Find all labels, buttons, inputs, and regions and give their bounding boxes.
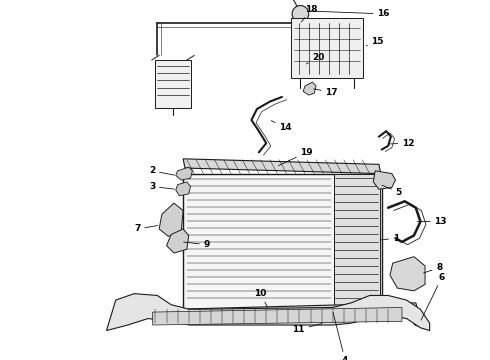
Polygon shape — [139, 303, 417, 317]
Text: 10: 10 — [254, 289, 268, 307]
Text: 5: 5 — [382, 185, 402, 197]
Polygon shape — [176, 182, 191, 196]
Text: 3: 3 — [149, 182, 174, 191]
Text: 4: 4 — [333, 312, 348, 360]
Text: 17: 17 — [314, 88, 338, 97]
Polygon shape — [183, 174, 382, 310]
Polygon shape — [373, 171, 395, 189]
Polygon shape — [176, 167, 193, 180]
Text: 2: 2 — [149, 166, 174, 175]
Text: 1: 1 — [380, 234, 399, 243]
Circle shape — [292, 5, 309, 22]
Text: 8: 8 — [423, 263, 442, 273]
Text: 13: 13 — [417, 217, 447, 226]
Polygon shape — [159, 203, 183, 237]
Polygon shape — [167, 229, 189, 253]
Text: 11: 11 — [293, 324, 322, 334]
Text: 6: 6 — [421, 273, 445, 320]
Polygon shape — [303, 82, 316, 95]
Polygon shape — [291, 18, 363, 78]
Text: 9: 9 — [184, 240, 210, 249]
Circle shape — [319, 302, 334, 317]
Text: 16: 16 — [311, 9, 390, 18]
Polygon shape — [155, 60, 191, 108]
Text: 19: 19 — [279, 148, 313, 166]
Polygon shape — [390, 257, 425, 291]
Text: 15: 15 — [367, 37, 384, 46]
Polygon shape — [153, 307, 402, 325]
Polygon shape — [183, 159, 381, 174]
Text: 18: 18 — [301, 5, 318, 22]
Polygon shape — [106, 294, 430, 330]
Circle shape — [322, 306, 330, 313]
Text: 7: 7 — [134, 225, 158, 234]
Polygon shape — [334, 174, 380, 310]
Text: 12: 12 — [390, 139, 415, 148]
Circle shape — [413, 317, 422, 326]
Text: 20: 20 — [306, 53, 325, 64]
Text: 14: 14 — [271, 121, 292, 132]
